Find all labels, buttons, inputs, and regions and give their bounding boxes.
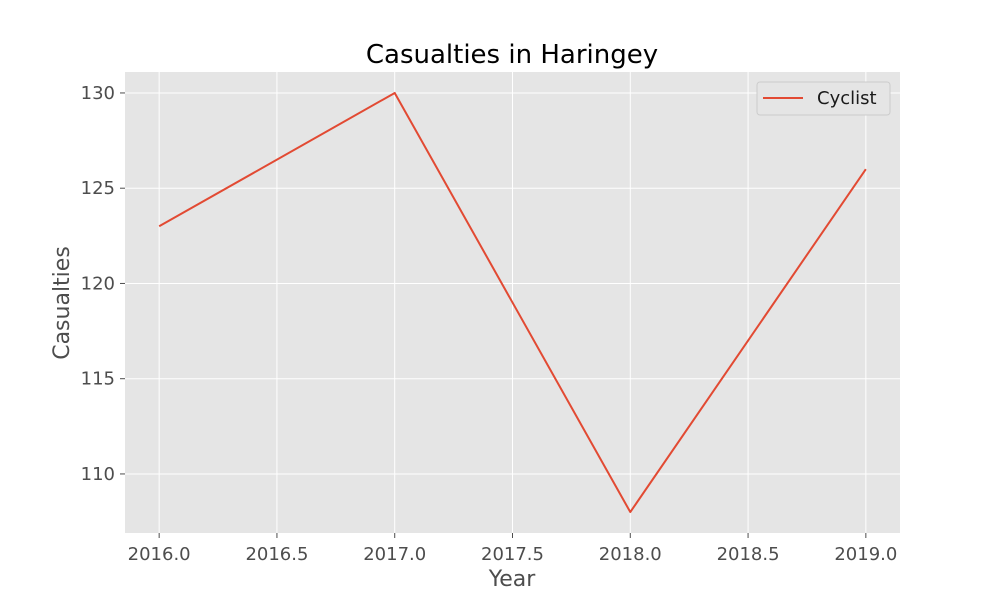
x-tick-label: 2016.5 bbox=[245, 544, 308, 565]
y-tick-label: 125 bbox=[81, 178, 115, 199]
y-tick-label: 115 bbox=[81, 369, 115, 390]
y-axis-label: Casualties bbox=[50, 246, 75, 360]
x-tick-label: 2017.0 bbox=[363, 544, 426, 565]
series-line-cyclist bbox=[158, 91, 867, 514]
y-tick-label: 130 bbox=[81, 83, 115, 104]
y-tick-label: 110 bbox=[81, 464, 115, 485]
grid bbox=[125, 72, 900, 533]
x-tick-label: 2017.5 bbox=[481, 544, 544, 565]
x-axis: 2016.0 2016.5 2017.0 2017.5 2018.0 2018.5 2019… bbox=[128, 533, 897, 565]
y-tick-label: 120 bbox=[81, 273, 115, 294]
x-axis-label: Year bbox=[488, 567, 537, 592]
x-tick-label: 2019.0 bbox=[834, 544, 897, 565]
series-layer bbox=[158, 91, 867, 514]
legend-box bbox=[756, 81, 891, 116]
chart-title: Casualties in Haringey bbox=[366, 40, 658, 70]
x-tick-label: 2016.0 bbox=[128, 544, 191, 565]
x-tick-label: 2018.5 bbox=[717, 544, 780, 565]
x-tick-label: 2018.0 bbox=[599, 544, 662, 565]
y-axis: 110 115 120 125 130 bbox=[81, 83, 125, 485]
legend: Cyclist bbox=[756, 81, 891, 116]
legend-label-cyclist: Cyclist bbox=[817, 88, 877, 109]
